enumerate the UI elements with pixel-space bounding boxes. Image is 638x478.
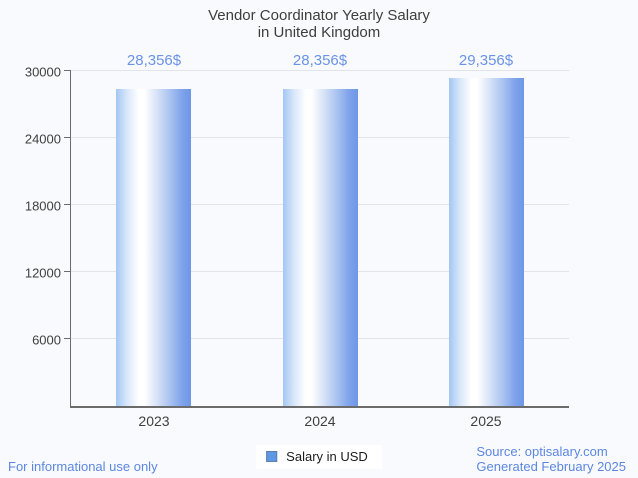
y-tick-label: 6000 [32,332,61,348]
y-axis-tick [64,338,71,339]
bar-2023 [116,89,192,406]
footer-source: Source: optisalary.com Generated Februar… [476,444,626,474]
bar-2025 [448,78,524,406]
y-axis-tick [64,137,71,138]
chart-title: Vendor Coordinator Yearly Salary in Unit… [0,7,638,41]
y-tick-label: 30000 [24,64,61,80]
legend: Salary in USD [256,445,382,469]
y-tick-label: 18000 [24,198,61,214]
y-tick-label: 12000 [24,265,61,281]
footer-source-line: Source: optisalary.com [476,444,608,459]
footer-disclaimer: For informational use only [8,459,158,474]
x-tick-label-2025: 2025 [470,413,502,429]
chart-title-line1: Vendor Coordinator Yearly Salary [208,7,430,24]
bar-value-label-2024: 28,356$ [292,52,348,69]
gridline [71,70,569,71]
plot-area: 6000 12000 18000 24000 30000 28,356$ 2023 28,35… [25,52,569,429]
footer-generated-line: Generated February 2025 [476,459,626,474]
x-tick-label-2023: 2023 [138,413,170,429]
bar-2024 [282,89,358,406]
y-axis-tick [64,204,71,205]
y-axis-tick [64,70,71,71]
y-tick-label: 24000 [24,131,61,147]
x-tick-label-2024: 2024 [304,413,336,429]
y-axis-tick [64,271,71,272]
legend-label: Salary in USD [286,449,368,464]
chart-title-line2: in United Kingdom [257,24,381,41]
legend-swatch-icon [266,451,278,462]
bar-value-label-2025: 29,356$ [458,52,514,69]
bar-value-label-2023: 28,356$ [126,52,182,69]
